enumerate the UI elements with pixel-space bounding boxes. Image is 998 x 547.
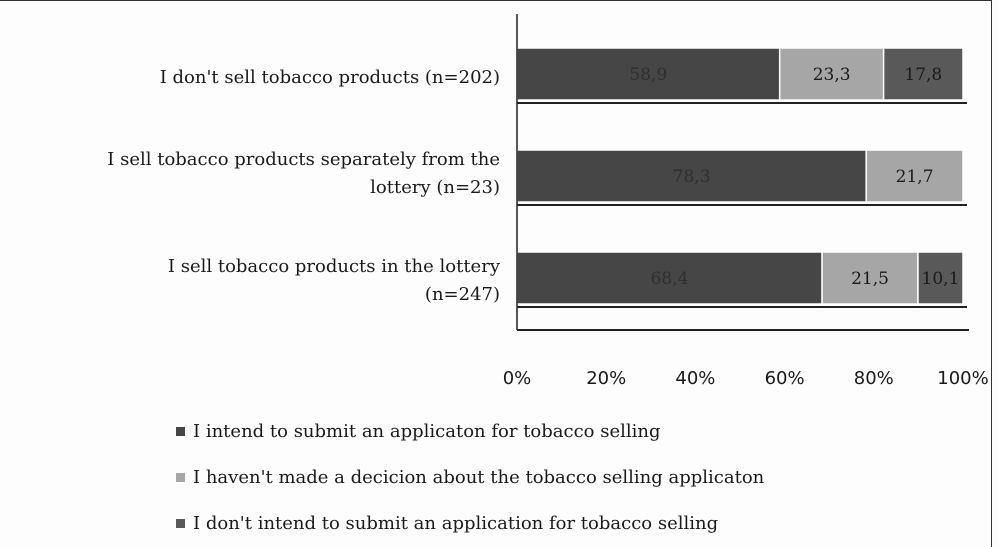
legend-label-1: I haven't made a decicion about the toba… [193, 467, 765, 488]
data-label-2-0: 68,4 [651, 269, 689, 289]
bar-segment-2-2 [917, 251, 964, 305]
bar-segment-1-0 [516, 149, 867, 203]
bar-segment-1-1 [865, 149, 964, 203]
bar-segment-0-0 [516, 47, 781, 101]
bar-segment-2-1 [821, 251, 919, 305]
legend-swatch-1 [176, 473, 185, 482]
legend-label-0: I intend to submit an applicaton for tob… [193, 421, 661, 442]
data-label-0-0: 58,9 [629, 65, 667, 85]
bar-segment-2-0 [516, 251, 823, 305]
data-label-1-0: 78,3 [673, 167, 711, 187]
legend-item-1: I haven't made a decicion about the toba… [176, 467, 764, 488]
x-tick-label-5: 100% [937, 368, 988, 389]
data-label-0-2: 17,8 [904, 65, 942, 85]
x-tick-label-3: 60% [765, 368, 805, 389]
x-tick-label-4: 80% [854, 368, 894, 389]
data-label-2-1: 21,5 [851, 269, 889, 289]
category-label-2: I sell tobacco products in the lottery (… [167, 256, 500, 305]
bar-segment-0-2 [882, 47, 964, 101]
legend-swatch-0 [176, 427, 185, 436]
legend-swatch-2 [176, 519, 185, 528]
x-tick-label-0: 0% [503, 368, 532, 389]
legend-item-0: I intend to submit an applicaton for tob… [176, 421, 661, 442]
bar-chart-plot: 58,9 23,3 17,8 78,3 21,7 68,4 21,5 10,1 0% 20% 40%… [503, 14, 989, 389]
category-label-1: I sell tobacco products separately from … [107, 149, 500, 198]
data-label-1-1: 21,7 [896, 167, 934, 187]
x-tick-label-2: 40% [675, 368, 715, 389]
data-label-2-2: 10,1 [922, 269, 960, 289]
x-tick-label-1: 20% [586, 368, 626, 389]
category-label-0: I don't sell tobacco products (n=202) [159, 67, 500, 88]
data-label-0-1: 23,3 [813, 65, 851, 85]
legend-label-2: I don't intend to submit an application … [193, 513, 719, 534]
bar-segment-0-1 [778, 47, 885, 101]
legend-item-2: I don't intend to submit an application … [176, 513, 718, 534]
